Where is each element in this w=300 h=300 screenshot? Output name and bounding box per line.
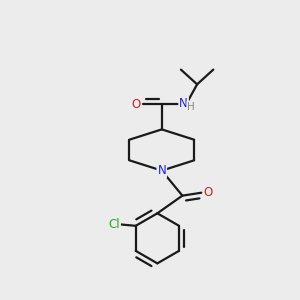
Text: H: H	[187, 102, 195, 112]
Text: N: N	[179, 97, 188, 110]
Text: Cl: Cl	[108, 218, 120, 231]
Text: O: O	[203, 186, 213, 199]
Text: N: N	[158, 164, 166, 177]
Text: O: O	[131, 98, 140, 111]
